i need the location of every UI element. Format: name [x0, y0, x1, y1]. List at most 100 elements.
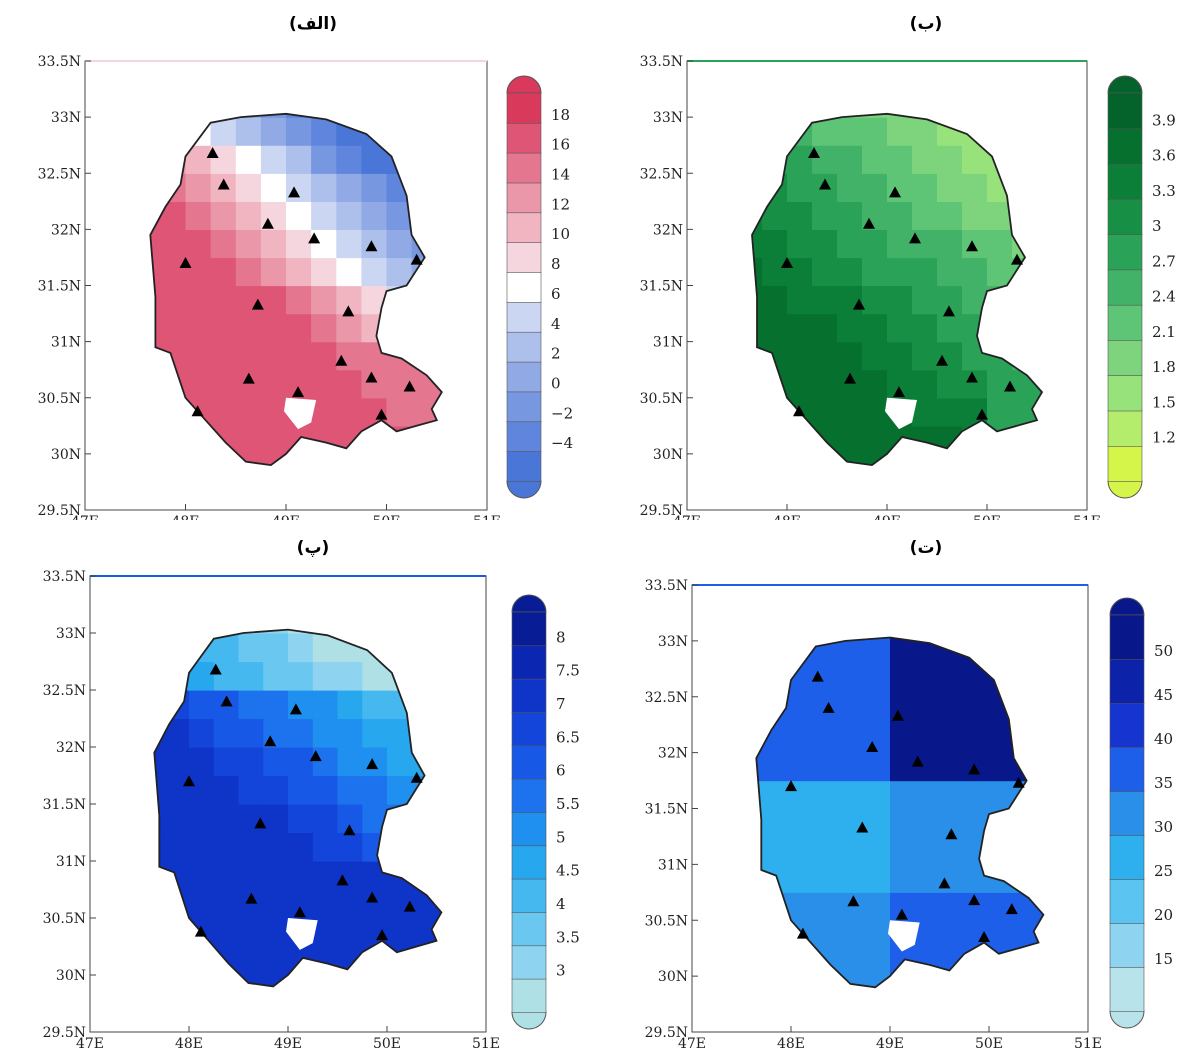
station-marker	[206, 147, 219, 159]
field-cell	[260, 113, 287, 118]
y-tick-label: 31N	[56, 854, 86, 870]
field-cell	[362, 775, 388, 805]
field-cell	[862, 173, 888, 202]
field-cell	[837, 117, 863, 146]
field-cell	[311, 257, 337, 287]
colorbar-segment	[1107, 233, 1143, 271]
y-tick-label: 29.5N	[38, 503, 81, 519]
field-cell	[386, 257, 413, 287]
colorbar-label: 40	[1154, 730, 1173, 748]
field-cell	[862, 145, 888, 174]
field-cell	[189, 690, 215, 720]
field-cell	[912, 201, 938, 230]
colorbar-label: −2	[551, 404, 573, 422]
colorbar	[1107, 75, 1143, 499]
field-cell	[286, 257, 312, 287]
field-cell	[235, 257, 262, 287]
field-cell	[837, 341, 863, 371]
field-cell	[887, 173, 913, 202]
field-cell	[260, 369, 287, 399]
colorbar-segment	[1107, 304, 1143, 341]
colorbar-cap-top	[1109, 597, 1145, 616]
field-cell	[260, 453, 287, 466]
field-cell	[987, 257, 1013, 287]
field-cell	[937, 313, 963, 343]
y-tick-label: 30.5N	[640, 391, 683, 407]
field-cell	[912, 285, 938, 315]
colorbar-segment	[511, 878, 547, 913]
field-cell	[210, 369, 237, 399]
colorbar-label: 4.5	[556, 862, 580, 880]
field-cell	[912, 229, 938, 259]
station-marker	[366, 758, 379, 770]
field-cell	[336, 229, 362, 259]
field-cell	[213, 918, 240, 948]
x-tick-label: 50E	[372, 514, 400, 520]
field-cell	[862, 117, 888, 146]
field-cell	[311, 341, 337, 371]
field-cell	[311, 229, 337, 259]
field-cell	[762, 285, 788, 315]
x-tick-label: 51E	[472, 1036, 500, 1048]
field-cell	[235, 341, 262, 371]
field-cell	[213, 747, 240, 777]
field-cell	[185, 285, 212, 315]
colorbar-segment	[506, 361, 542, 393]
station-marker	[309, 750, 322, 762]
field-cell	[989, 892, 1040, 949]
field-cell	[890, 780, 941, 838]
field-cell	[791, 836, 842, 893]
colorbar-segment	[1109, 790, 1145, 836]
y-tick-label: 32N	[653, 222, 683, 238]
field-cell	[189, 775, 215, 805]
y-tick-label: 31N	[51, 335, 81, 351]
field-cell	[837, 201, 863, 230]
field-cell	[937, 201, 963, 230]
field-cell	[185, 341, 212, 371]
station-marker	[1005, 903, 1018, 915]
colorbar-label: 3	[556, 962, 566, 980]
field-cell	[260, 145, 287, 174]
map-panel-alef: 47E 48E 49E 50E 51E 29.5N 30N 30.5N 31N 31.5N 32N 3…	[38, 54, 574, 520]
field-cell	[962, 201, 988, 230]
field-cell	[263, 889, 289, 919]
field-cell	[962, 229, 988, 259]
station-marker	[1011, 253, 1023, 265]
y-tick-label: 30N	[653, 447, 683, 463]
field-cell	[150, 257, 161, 287]
white-notch	[885, 397, 917, 430]
field-cell	[288, 747, 314, 777]
colorbar-segment	[506, 420, 542, 452]
colorbar-segment	[506, 241, 542, 273]
colorbar-segment	[1109, 702, 1145, 748]
colorbar-label: 35	[1154, 774, 1173, 792]
field-cell	[263, 661, 289, 691]
station-marker	[847, 895, 860, 907]
field-cell	[939, 780, 990, 838]
field-cell	[837, 313, 863, 343]
field-cell	[288, 718, 314, 748]
station-marker	[403, 380, 416, 392]
station-marker	[853, 298, 865, 310]
station-marker	[254, 817, 267, 829]
field-cell	[812, 145, 838, 174]
colorbar-label: 1.8	[1152, 358, 1176, 376]
field-cell	[362, 690, 388, 720]
field-cell	[890, 836, 941, 893]
station-marker	[335, 354, 348, 366]
field-cell	[752, 229, 763, 259]
colorbar-segment	[1109, 746, 1145, 792]
station-marker	[343, 824, 356, 836]
field-cell	[154, 747, 165, 777]
field-cell	[362, 889, 388, 919]
colorbar-segment	[506, 152, 542, 184]
y-tick-label: 29.5N	[640, 503, 683, 519]
station-marker	[796, 927, 809, 939]
y-tick-label: 29.5N	[43, 1025, 86, 1041]
field-cell	[263, 861, 289, 891]
station-marker	[194, 925, 207, 937]
field-cell	[238, 946, 264, 976]
field-cell	[840, 892, 891, 949]
x-tick-label: 49E	[873, 514, 901, 520]
